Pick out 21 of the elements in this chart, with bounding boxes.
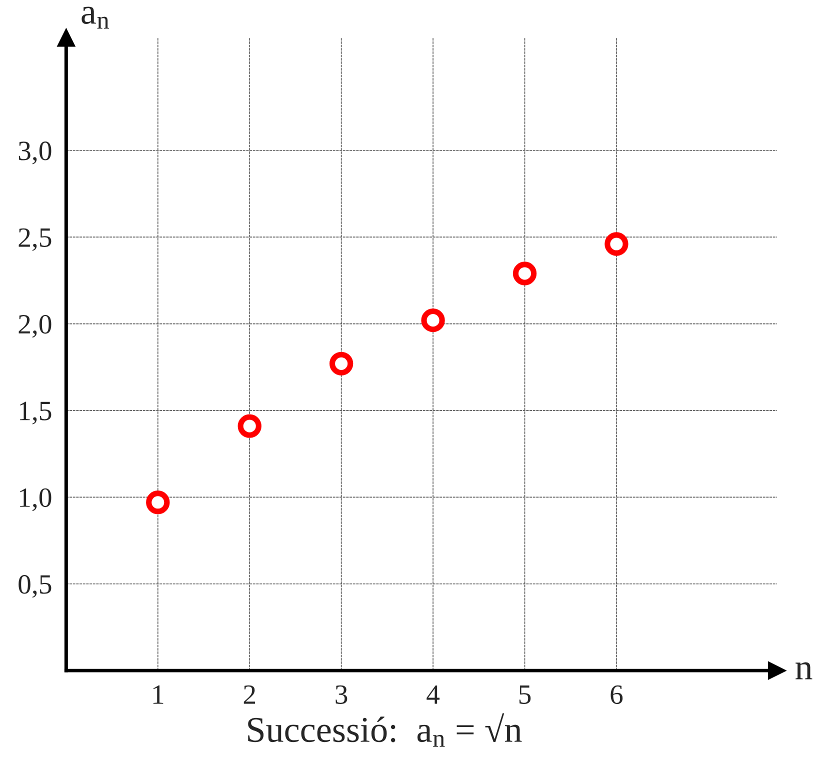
x-tick-label: 3 [336,685,348,704]
point [146,490,170,514]
y-tick-label: 1,0 [20,488,52,512]
y-tick-label: 0,5 [18,575,52,598]
point [329,352,354,376]
y-tick-label: 3,0 [18,142,52,164]
point [512,262,537,286]
point [604,232,628,256]
x-tick-label: 6 [610,685,623,704]
x-tick-label: 1 [153,685,164,704]
y-tick-label: 2,0 [18,314,52,338]
point [238,414,262,438]
y-axis-title: a$_{n}$ [82,6,109,29]
x-tick-label: 2 [244,685,256,704]
x-tick-label: 4 [426,685,440,704]
text: Successió: a$_{n}$ = √n [248,713,522,747]
y-tick-label: 2,5 [18,228,52,251]
y-tick-label: 1,5 [20,402,52,424]
x-axis-title: n [796,662,812,680]
x-tick-label: 5 [519,686,531,704]
point [421,308,445,332]
